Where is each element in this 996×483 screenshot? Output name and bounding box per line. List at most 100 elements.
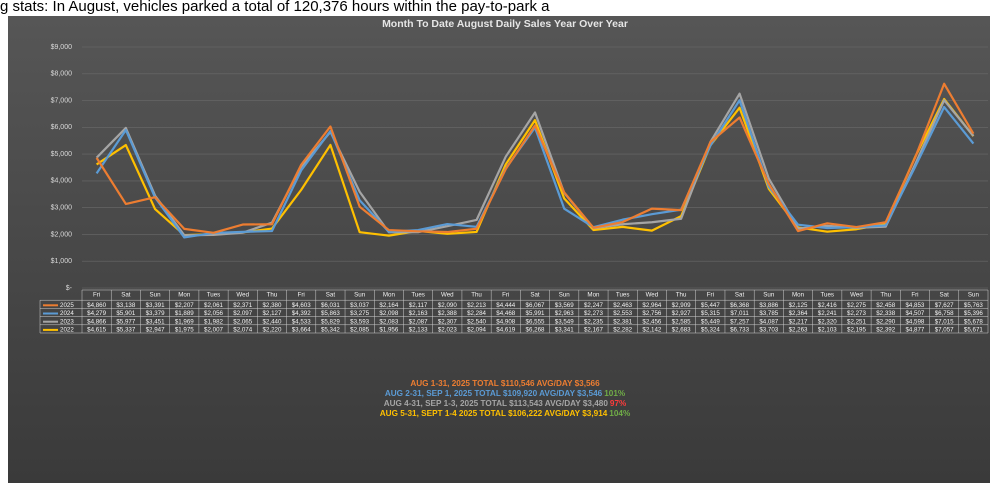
x-tick-label: Fri [707,292,714,299]
x-tick-label: Mon [792,292,805,299]
summary-line: AUG 1-31, 2025 TOTAL $110,546 AVG/DAY $3… [410,379,600,388]
summary-text: AUG 5-31, SEPT 1-4 2025 TOTAL $106,222 A… [380,409,608,418]
data-label: $2,247 [584,302,603,309]
data-label: $2,074 [233,327,252,334]
y-tick-label: $5,000 [51,151,73,158]
y-tick-label: $7,000 [51,97,73,104]
y-tick-label: $8,000 [51,71,73,78]
chart-background [8,16,990,483]
x-tick-label: Sat [121,292,131,299]
data-label: $4,598 [905,318,924,325]
data-label: $3,703 [759,327,778,334]
data-label: $6,555 [526,318,545,325]
x-tick-label: Sun [968,292,980,299]
data-label: $2,273 [584,310,603,317]
x-tick-label: Thu [267,292,278,299]
chart-title: Month To Date August Daily Sales Year Ov… [382,18,628,30]
data-label: $2,213 [467,302,486,309]
data-label: $2,103 [818,327,837,334]
data-label: $4,087 [759,318,778,325]
data-label: $2,392 [876,327,895,334]
data-label: $2,963 [555,310,574,317]
data-label: $2,142 [642,327,661,334]
data-label: $2,083 [379,318,398,325]
data-label: $2,007 [204,327,223,334]
data-label: $2,282 [613,327,632,334]
data-label: $4,866 [87,318,106,325]
data-label: $1,982 [204,318,223,325]
data-label: $2,380 [262,302,281,309]
data-label: $3,664 [292,327,311,334]
data-label: $2,087 [409,318,428,325]
data-label: $5,671 [964,327,983,334]
data-label: $2,275 [847,302,866,309]
data-label: $2,909 [672,302,691,309]
summary-text: AUG 4-31, SEP 1-3, 2025 TOTAL $113,543 A… [384,399,609,408]
x-tick-label: Sat [530,292,540,299]
data-label: $5,829 [321,318,340,325]
caption: g stats: In August, vehicles parked a to… [0,0,550,15]
x-tick-label: Wed [441,292,454,299]
data-label: $4,908 [496,318,515,325]
summary-percent: 101% [604,389,626,398]
data-label: $7,057 [935,327,954,334]
data-label: $3,549 [555,318,574,325]
legend-label: 2023 [60,318,74,325]
data-label: $7,011 [730,310,749,317]
data-label: $6,031 [321,302,340,309]
data-label: $4,533 [292,318,311,325]
data-label: $2,220 [262,327,281,334]
data-label: $2,217 [789,318,808,325]
data-label: $3,886 [759,302,778,309]
data-label: $5,324 [701,327,720,334]
data-label: $2,381 [613,318,632,325]
x-tick-label: Sun [150,292,162,299]
data-label: $2,163 [409,310,428,317]
x-tick-label: Mon [178,292,191,299]
data-label: $5,678 [964,318,983,325]
summary-line: AUG 5-31, SEPT 1-4 2025 TOTAL $106,222 A… [380,409,631,418]
summary-line: AUG 2-31, SEP 1, 2025 TOTAL $109,920 AVG… [385,389,626,398]
x-tick-label: Tues [820,292,834,299]
data-label: $5,763 [964,302,983,309]
data-label: $2,273 [847,310,866,317]
data-label: $2,338 [876,310,895,317]
data-label: $2,195 [847,327,866,334]
data-label: $2,127 [262,310,281,317]
data-label: $2,456 [642,318,661,325]
summary-line: AUG 4-31, SEP 1-3, 2025 TOTAL $113,543 A… [384,399,627,408]
data-label: $2,371 [233,302,252,309]
data-label: $5,447 [701,302,720,309]
y-tick-label: $9,000 [51,44,73,51]
data-label: $5,901 [116,310,135,317]
data-label: $2,235 [584,318,603,325]
x-tick-label: Fri [298,292,305,299]
data-label: $2,683 [672,327,691,334]
data-label: $2,098 [379,310,398,317]
data-label: $3,451 [146,318,165,325]
data-label: $4,444 [496,302,515,309]
x-tick-label: Fri [502,292,509,299]
x-tick-label: Sun [763,292,775,299]
data-label: $2,756 [642,310,661,317]
data-label: $2,207 [175,302,194,309]
data-label: $7,257 [730,318,749,325]
data-label: $2,416 [818,302,837,309]
data-label: $5,449 [701,318,720,325]
data-label: $5,863 [321,310,340,317]
y-tick-label: $- [66,285,73,292]
data-label: $2,133 [409,327,428,334]
x-tick-label: Sun [559,292,571,299]
x-tick-label: Mon [383,292,396,299]
data-label: $6,733 [730,327,749,334]
y-tick-label: $2,000 [51,231,73,238]
data-label: $2,307 [438,318,457,325]
data-label: $2,056 [204,310,223,317]
data-label: $2,320 [818,318,837,325]
data-label: $4,279 [87,310,106,317]
data-label: $2,094 [467,327,486,334]
data-label: $3,785 [759,310,778,317]
data-label: $4,603 [292,302,311,309]
